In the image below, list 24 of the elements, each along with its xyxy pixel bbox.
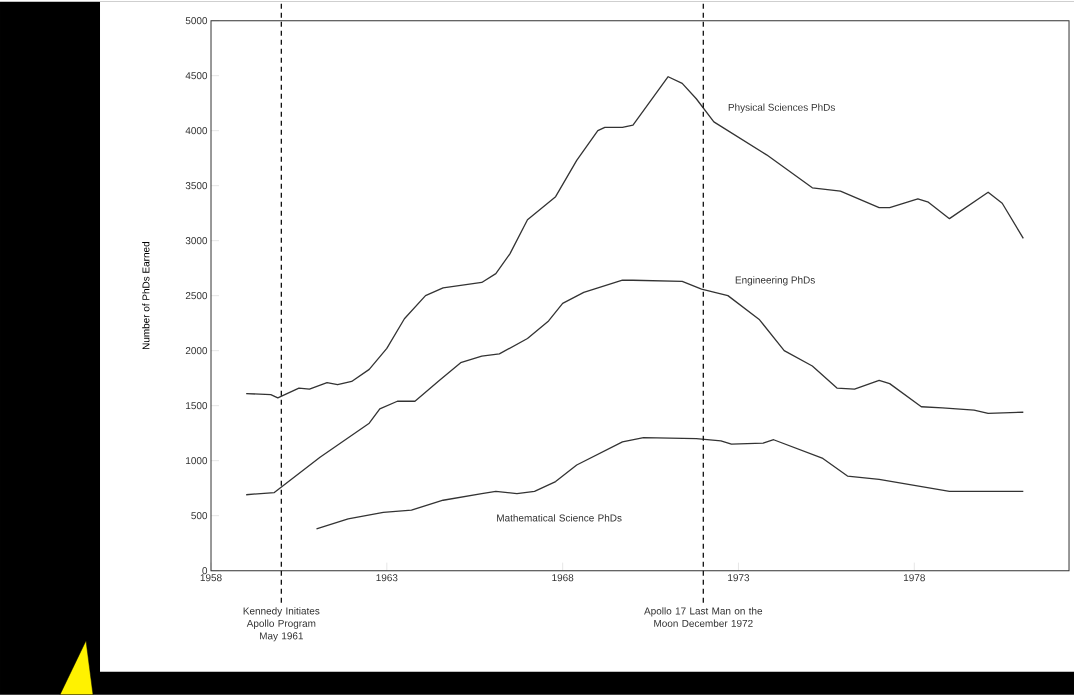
y-axis-title: Number of PhDs Earned bbox=[142, 242, 150, 350]
line-series bbox=[315, 436, 1024, 530]
x-tick-label: 1968 bbox=[552, 574, 574, 582]
y-tick-label: 1000 bbox=[186, 457, 208, 465]
series-label: Physical Sciences PhDs bbox=[728, 103, 835, 113]
x-tick-label: 1973 bbox=[728, 574, 750, 582]
y-tick-label: 4000 bbox=[185, 127, 208, 135]
y-tick-label: 3500 bbox=[185, 182, 208, 190]
ref-line-label: Apollo 17 Last Man on the Moon December 1972 bbox=[644, 607, 763, 627]
y-tick-label: 500 bbox=[191, 512, 208, 520]
line-series bbox=[245, 76, 1024, 399]
y-tick-label: 3000 bbox=[185, 237, 208, 245]
y-tick-label: 1500 bbox=[186, 402, 208, 410]
series-label: Engineering PhDs bbox=[735, 276, 815, 286]
y-tick-label: 2000 bbox=[185, 347, 208, 355]
y-tick-label: 5000 bbox=[185, 17, 208, 25]
x-tick-label: 1978 bbox=[903, 574, 925, 582]
x-tick-label: 1958 bbox=[200, 574, 222, 582]
x-tick-label: 1963 bbox=[376, 574, 398, 582]
ref-line-label: Kennedy Initiates Apollo Program May 1961 bbox=[243, 607, 320, 642]
y-tick-label: 4500 bbox=[185, 72, 208, 80]
y-tick-label: 2500 bbox=[185, 292, 208, 300]
text: Mathematical Science PhDs bbox=[497, 514, 622, 522]
y-tick-label: 0 bbox=[202, 567, 208, 575]
